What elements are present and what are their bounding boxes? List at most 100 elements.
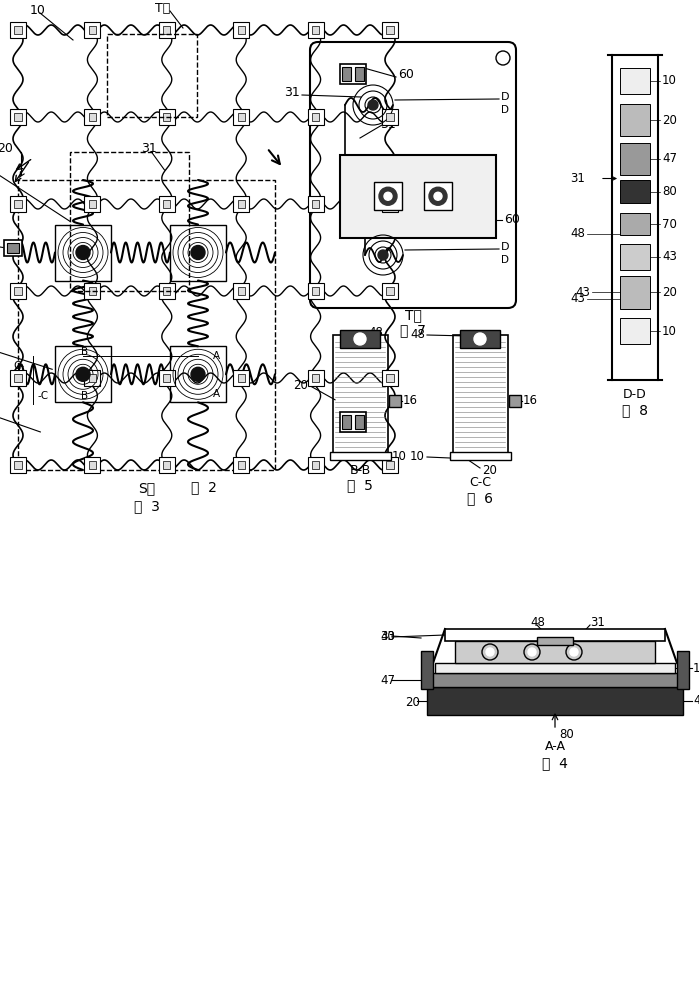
Circle shape xyxy=(368,100,378,110)
Bar xyxy=(455,641,655,663)
Circle shape xyxy=(76,245,90,259)
Bar xyxy=(85,457,101,473)
Bar xyxy=(620,143,650,175)
Bar xyxy=(10,370,26,386)
Bar xyxy=(509,395,521,407)
Bar xyxy=(85,22,101,38)
Text: 48: 48 xyxy=(410,328,425,342)
Text: 31: 31 xyxy=(570,172,585,185)
Text: 31: 31 xyxy=(284,87,300,100)
Circle shape xyxy=(528,648,536,656)
Circle shape xyxy=(378,250,388,260)
Bar xyxy=(159,109,175,125)
Text: 43: 43 xyxy=(662,250,677,263)
Text: D-D: D-D xyxy=(623,388,647,401)
Bar xyxy=(342,414,351,428)
Bar xyxy=(163,461,171,469)
Circle shape xyxy=(486,648,494,656)
Bar xyxy=(340,330,380,348)
Bar xyxy=(233,457,250,473)
Bar xyxy=(70,152,189,291)
Text: 31: 31 xyxy=(380,118,396,131)
Bar xyxy=(10,283,26,299)
Text: D: D xyxy=(501,105,509,115)
Bar xyxy=(159,283,175,299)
Text: 31: 31 xyxy=(590,616,605,630)
Bar xyxy=(233,109,250,125)
Bar xyxy=(435,663,675,673)
Circle shape xyxy=(429,187,447,205)
Bar xyxy=(387,200,394,208)
Text: 20: 20 xyxy=(0,141,13,154)
Text: 43: 43 xyxy=(575,286,590,299)
Bar xyxy=(382,457,398,473)
Bar xyxy=(163,200,171,208)
Text: D: D xyxy=(501,255,509,265)
Text: 10: 10 xyxy=(662,75,677,88)
Circle shape xyxy=(474,333,486,345)
Text: 图  6: 图 6 xyxy=(467,491,493,505)
Bar xyxy=(387,113,394,121)
Bar xyxy=(238,461,245,469)
Text: 图  5: 图 5 xyxy=(347,478,373,492)
Bar xyxy=(89,113,96,121)
Text: 图  2: 图 2 xyxy=(191,480,217,494)
Text: 31: 31 xyxy=(141,141,157,154)
Bar xyxy=(89,374,96,382)
Bar xyxy=(308,196,324,212)
Text: 80: 80 xyxy=(662,185,677,198)
Bar xyxy=(421,651,433,689)
Bar xyxy=(453,335,508,455)
Text: A: A xyxy=(212,351,219,361)
Bar xyxy=(620,180,650,203)
Circle shape xyxy=(379,187,397,205)
Bar xyxy=(163,26,171,34)
Bar xyxy=(677,651,689,689)
Bar xyxy=(10,457,26,473)
Bar xyxy=(10,22,26,38)
Text: 图  3: 图 3 xyxy=(134,499,159,513)
Bar xyxy=(620,243,650,269)
Text: 20: 20 xyxy=(405,696,420,710)
Bar xyxy=(312,461,319,469)
Circle shape xyxy=(570,648,578,656)
Text: C-C: C-C xyxy=(469,477,491,489)
Text: 80: 80 xyxy=(559,728,574,742)
Bar xyxy=(18,180,275,470)
Bar xyxy=(450,452,511,460)
FancyBboxPatch shape xyxy=(310,42,516,308)
Bar xyxy=(238,287,245,295)
Text: S部: S部 xyxy=(138,481,155,495)
Text: 43: 43 xyxy=(570,292,585,305)
Bar xyxy=(382,109,398,125)
Text: 47: 47 xyxy=(662,152,677,165)
Bar xyxy=(382,283,398,299)
Bar xyxy=(163,374,171,382)
Bar xyxy=(15,374,22,382)
Bar xyxy=(238,200,245,208)
Text: 30: 30 xyxy=(380,631,395,644)
Bar xyxy=(308,283,324,299)
Text: T部: T部 xyxy=(155,1,171,14)
Bar xyxy=(374,182,402,210)
Bar xyxy=(389,395,401,407)
Bar xyxy=(427,687,683,715)
Bar xyxy=(333,335,388,455)
Bar xyxy=(382,370,398,386)
Bar xyxy=(159,457,175,473)
Text: 10: 10 xyxy=(392,450,407,464)
Bar xyxy=(10,109,26,125)
Text: B: B xyxy=(82,391,89,401)
Bar xyxy=(238,374,245,382)
Bar xyxy=(15,26,22,34)
Bar xyxy=(107,34,196,117)
Bar xyxy=(85,370,101,386)
Bar xyxy=(387,374,394,382)
Text: B-B: B-B xyxy=(350,464,370,477)
Bar xyxy=(620,318,650,344)
Bar xyxy=(15,287,22,295)
Text: 43: 43 xyxy=(380,630,395,643)
Bar xyxy=(238,113,245,121)
Bar xyxy=(308,22,324,38)
Circle shape xyxy=(434,192,442,200)
